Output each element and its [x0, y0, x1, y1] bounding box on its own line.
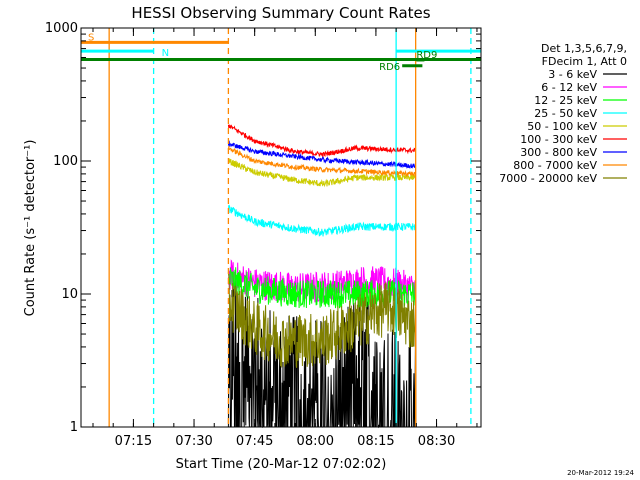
series-layer — [227, 124, 417, 429]
legend-header: Det 1,3,5,6,7,9, — [541, 42, 627, 55]
annotation-label: S — [88, 32, 94, 43]
x-tick-label: 08:15 — [357, 434, 394, 449]
legend-entry-label: 50 - 100 keV — [527, 120, 597, 133]
series-line — [227, 278, 417, 429]
annotation-label: RD6 — [379, 62, 400, 73]
series-line — [227, 146, 417, 428]
legend-entry-label: 800 - 7000 keV — [513, 159, 597, 172]
legend-entry-label: 100 - 300 keV — [520, 133, 597, 146]
x-tick-label: 07:45 — [236, 434, 273, 449]
x-axis-label: Start Time (20-Mar-12 07:02:02) — [176, 457, 387, 472]
chart-title: HESSI Observing Summary Count Rates — [131, 4, 430, 22]
series-line — [227, 140, 417, 428]
legend-entry-label: 25 - 50 keV — [534, 107, 597, 120]
x-tick-label: 07:15 — [115, 434, 152, 449]
series-line — [227, 272, 417, 428]
x-tick-label: 07:30 — [175, 434, 212, 449]
legend-entry-label: 12 - 25 keV — [534, 94, 597, 107]
x-tick-label: 08:30 — [418, 434, 455, 449]
axes-layer: 1 10 100 1000 07:15 07:30 07:45 08:00 08:15 08:30 — [45, 21, 481, 449]
legend-entry-label: 300 - 800 keV — [520, 146, 597, 159]
legend-entry-label: 3 - 6 keV — [548, 68, 597, 81]
plot-frame — [80, 27, 482, 428]
legend-header: FDecim 1, Att 0 — [542, 55, 627, 68]
y-tick-label: 100 — [53, 154, 78, 169]
legend-entry-label: 7000 - 20000 keV — [499, 172, 597, 185]
legend: Det 1,3,5,6,7,9,FDecim 1, Att 03 - 6 keV… — [499, 42, 627, 185]
y-tick-label: 1 — [70, 420, 78, 435]
footer-timestamp: 20-Mar-2012 19:24 — [567, 469, 634, 477]
annotation-label: RD9 — [416, 50, 437, 61]
legend-entry-label: 6 - 12 keV — [541, 81, 597, 94]
y-tick-label: 10 — [61, 287, 78, 302]
series-line — [227, 158, 417, 428]
y-axis-label: Count Rate (s⁻¹ detector⁻¹) — [23, 140, 38, 317]
series-line — [227, 259, 417, 428]
y-tick-label: 1000 — [45, 21, 78, 36]
series-line — [227, 124, 417, 428]
x-tick-label: 08:00 — [297, 434, 334, 449]
annotation-layer: S N RD6 RD9 — [81, 28, 481, 427]
series-line — [227, 204, 417, 428]
annotation-label: N — [162, 48, 169, 59]
